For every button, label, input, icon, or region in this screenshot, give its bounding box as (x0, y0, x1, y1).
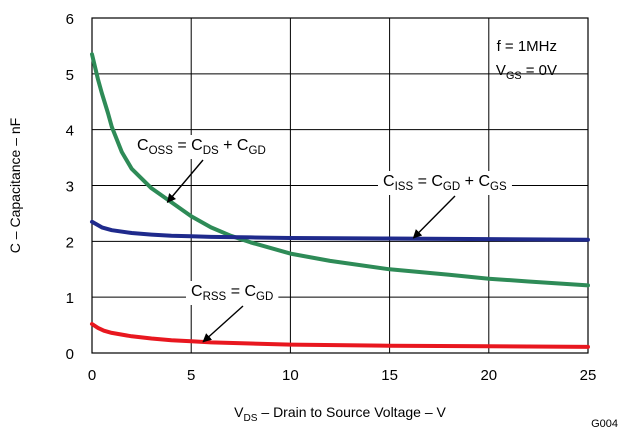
y-tick-label: 6 (66, 11, 74, 28)
x-tick-label: 0 (88, 367, 96, 384)
annotation-coss-arrow (166, 159, 204, 203)
y-tick-label: 1 (66, 290, 74, 307)
series-group (90, 52, 590, 349)
y-tick-label: 4 (66, 123, 74, 140)
x-tick-label: 20 (480, 367, 497, 384)
annotation-crss-backdrop (186, 281, 279, 305)
y-tick-label: 2 (66, 234, 74, 251)
y-axis-label: C – Capacitance – nF (7, 118, 23, 253)
x-tick-label: 5 (187, 367, 195, 384)
annotation-crss-arrow (202, 305, 244, 343)
annotation-ciss-backdrop (378, 171, 512, 195)
condition-vgs: VGS = 0V (496, 62, 557, 82)
annotation-coss-label: COSS = CDS + CGD (137, 137, 266, 157)
annotation-crss-label: CRSS = CGD (191, 283, 273, 303)
series-ciss-line (90, 219, 590, 242)
annotation-coss-backdrop (132, 135, 271, 159)
x-tick-label: 25 (580, 367, 597, 384)
annotation-ciss-label: CISS = CGD + CGS (383, 173, 507, 193)
figure-id: G004 (591, 418, 618, 430)
x-tick-label: 15 (381, 367, 398, 384)
y-tick-label: 3 (66, 179, 74, 196)
x-axis-label: VDS – Drain to Source Voltage – V (234, 404, 446, 424)
x-tick-label: 10 (282, 367, 299, 384)
series-crss-line (90, 322, 590, 349)
y-tick-label: 5 (66, 67, 74, 84)
series-coss-line (90, 52, 590, 288)
plot-frame (91, 17, 589, 354)
annotation-ciss-arrow (412, 195, 456, 239)
tick-labels: 0 1 2 3 4 5 6 0 5 10 15 20 25 (66, 11, 597, 384)
condition-frequency: f = 1MHz (497, 38, 557, 55)
y-tick-label: 0 (66, 346, 74, 363)
